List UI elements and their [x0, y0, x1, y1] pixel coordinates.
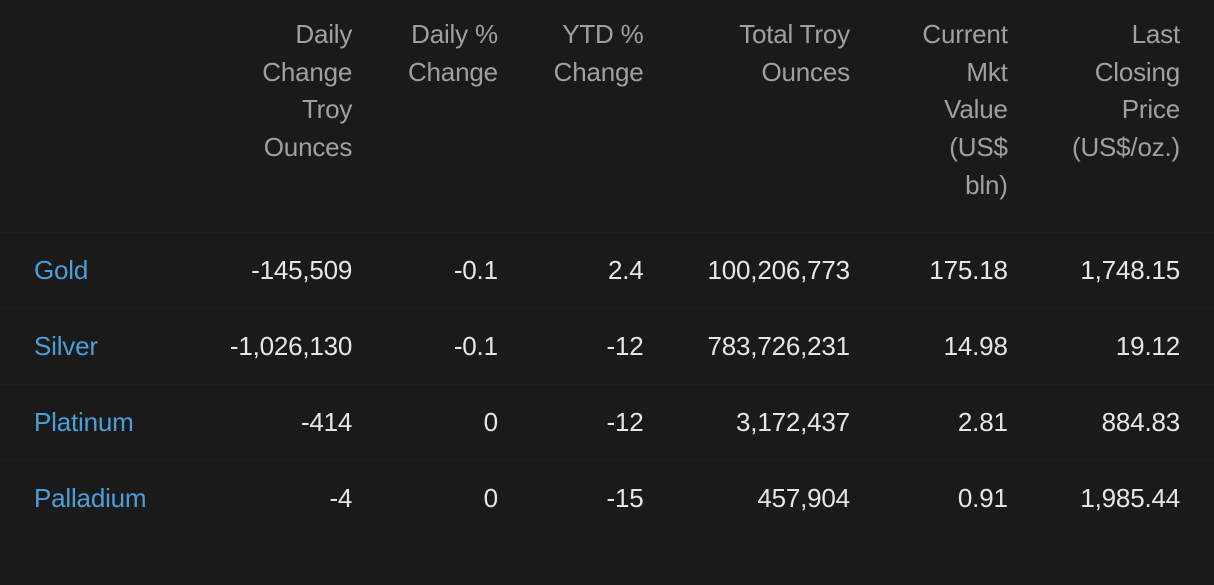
cell-daily-pct-change: 0: [364, 461, 510, 537]
col-header-daily-change-oz: Daily Change Troy Ounces: [194, 0, 364, 233]
cell-total-troy-oz: 783,726,231: [656, 309, 862, 385]
cell-last-close: 1,748.15: [1020, 233, 1214, 309]
metals-table: Daily Change Troy Ounces Daily % Change …: [0, 0, 1214, 536]
col-header-metal: [0, 0, 194, 233]
cell-last-close: 884.83: [1020, 385, 1214, 461]
metal-link-silver[interactable]: Silver: [0, 309, 194, 385]
cell-ytd-pct-change: -12: [510, 385, 656, 461]
cell-current-mkt-value: 0.91: [862, 461, 1020, 537]
cell-total-troy-oz: 3,172,437: [656, 385, 862, 461]
cell-daily-pct-change: 0: [364, 385, 510, 461]
cell-daily-change-oz: -414: [194, 385, 364, 461]
table-row: Gold -145,509 -0.1 2.4 100,206,773 175.1…: [0, 233, 1214, 309]
col-header-ytd-pct-change: YTD % Change: [510, 0, 656, 233]
table-row: Platinum -414 0 -12 3,172,437 2.81 884.8…: [0, 385, 1214, 461]
cell-total-troy-oz: 100,206,773: [656, 233, 862, 309]
table-row: Palladium -4 0 -15 457,904 0.91 1,985.44: [0, 461, 1214, 537]
cell-daily-change-oz: -145,509: [194, 233, 364, 309]
metal-link-platinum[interactable]: Platinum: [0, 385, 194, 461]
metal-link-gold[interactable]: Gold: [0, 233, 194, 309]
cell-daily-pct-change: -0.1: [364, 309, 510, 385]
col-header-daily-pct-change: Daily % Change: [364, 0, 510, 233]
metal-link-palladium[interactable]: Palladium: [0, 461, 194, 537]
cell-current-mkt-value: 2.81: [862, 385, 1020, 461]
cell-total-troy-oz: 457,904: [656, 461, 862, 537]
col-header-total-troy-oz: Total Troy Ounces: [656, 0, 862, 233]
cell-daily-pct-change: -0.1: [364, 233, 510, 309]
cell-last-close: 1,985.44: [1020, 461, 1214, 537]
cell-ytd-pct-change: 2.4: [510, 233, 656, 309]
cell-ytd-pct-change: -15: [510, 461, 656, 537]
table-row: Silver -1,026,130 -0.1 -12 783,726,231 1…: [0, 309, 1214, 385]
cell-daily-change-oz: -4: [194, 461, 364, 537]
cell-current-mkt-value: 175.18: [862, 233, 1020, 309]
header-row: Daily Change Troy Ounces Daily % Change …: [0, 0, 1214, 233]
col-header-last-close: Last Closing Price (US$/oz.): [1020, 0, 1214, 233]
cell-current-mkt-value: 14.98: [862, 309, 1020, 385]
cell-last-close: 19.12: [1020, 309, 1214, 385]
cell-daily-change-oz: -1,026,130: [194, 309, 364, 385]
col-header-current-mkt-value: Current Mkt Value (US$ bln): [862, 0, 1020, 233]
cell-ytd-pct-change: -12: [510, 309, 656, 385]
